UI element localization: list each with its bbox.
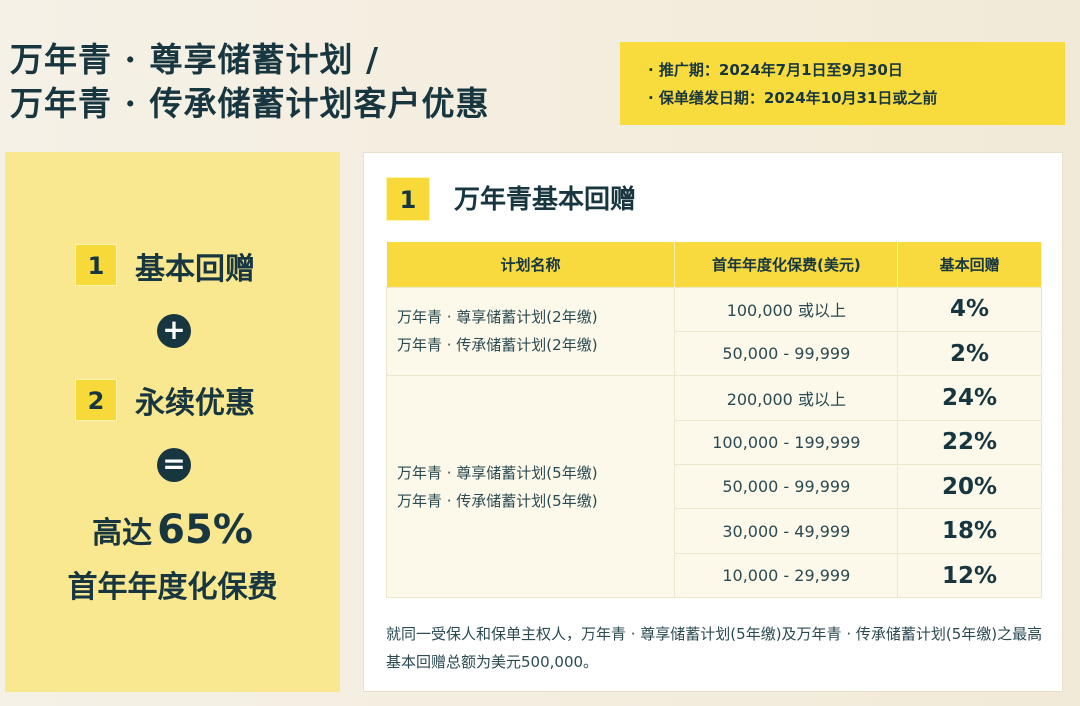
page-title: 万年青 · 尊享储蓄计划 / 万年青 · 传承储蓄计划客户优惠: [10, 38, 489, 126]
table-row: 10,000 - 29,999 12%: [387, 552, 1042, 599]
plan-name-cell: 万年青 · 尊享储蓄计划(2年缴) 万年青 · 传承储蓄计划(2年缴): [385, 286, 676, 377]
issue-date: · 保单缮发日期：2024年10月31日或之前: [648, 89, 938, 107]
rebate-cell: 22%: [897, 419, 1042, 466]
result-prefix: 高达: [92, 516, 153, 551]
step-2-label: 永续优惠: [135, 386, 255, 421]
premium-cell: 50,000 - 99,999: [674, 330, 899, 377]
step-1-label: 基本回赠: [135, 252, 255, 287]
plus-icon: +: [157, 314, 191, 348]
table-row: 50,000 - 99,999 20%: [387, 464, 1042, 510]
section-badge: 1: [386, 177, 430, 221]
plan-name: 万年青 · 传承储蓄计划(2年缴): [397, 336, 598, 355]
table-row: 50,000 - 99,999 2%: [387, 330, 1042, 377]
step-2-badge: 2: [75, 379, 117, 421]
premium-cell: 100,000 或以上: [674, 286, 899, 332]
rebate-cell: 4%: [897, 286, 1042, 332]
premium-cell: 200,000 或以上: [674, 375, 899, 421]
premium-cell: 30,000 - 49,999: [674, 508, 899, 554]
rebate-cell: 12%: [897, 552, 1042, 599]
result-line-2: 首年年度化保费: [67, 570, 278, 605]
rebate-cell: 20%: [897, 464, 1042, 510]
header-rebate: 基本回赠: [897, 242, 1042, 287]
table-row: 30,000 - 49,999 18%: [387, 508, 1042, 554]
rebate-cell: 24%: [897, 375, 1042, 421]
basic-rebate-card: 1 万年青基本回赠 计划名称 首年年度化保费(美元) 基本回赠 万年青 · 尊享…: [363, 152, 1063, 692]
premium-cell: 100,000 - 199,999: [674, 419, 899, 466]
premium-cell: 50,000 - 99,999: [674, 464, 899, 510]
plan-name: 万年青 · 尊享储蓄计划(2年缴): [397, 308, 598, 327]
plan-name: 万年青 · 尊享储蓄计划(5年缴): [397, 463, 598, 482]
rebate-table: 计划名称 首年年度化保费(美元) 基本回赠 万年青 · 尊享储蓄计划(2年缴) 万…: [385, 242, 1042, 599]
header-premium: 首年年度化保费(美元): [674, 242, 899, 287]
footnote: 就同一受保人和保单主权人，万年青 · 尊享储蓄计划(5年缴)及万年青 · 传承储…: [386, 625, 1043, 671]
table-row: 万年青 · 尊享储蓄计划(2年缴) 万年青 · 传承储蓄计划(2年缴) 100,00…: [385, 286, 1042, 377]
rebate-cell: 18%: [897, 508, 1042, 554]
result: 高达 65%: [5, 507, 340, 553]
promo-period-box: · 推广期：2024年7月1日至9月30日 · 保单缮发日期：2024年10月3…: [620, 42, 1065, 125]
title-line-2: 万年青 · 传承储蓄计划客户优惠: [10, 84, 490, 123]
step-1-badge: 1: [75, 244, 117, 286]
premium-cell: 10,000 - 29,999: [674, 552, 899, 599]
rebate-cell: 2%: [897, 330, 1042, 377]
summary-panel: 1 基本回赠 + 2 永续优惠 = 高达 65% 首年年度化保费: [5, 152, 340, 692]
equals-icon: =: [157, 448, 191, 482]
table-header: 计划名称 首年年度化保费(美元) 基本回赠: [386, 242, 1042, 287]
table-row: 100,000 - 199,999 22%: [387, 419, 1042, 466]
section-title: 万年青基本回赠: [454, 185, 637, 215]
table-row: 万年青 · 尊享储蓄计划(5年缴) 万年青 · 传承储蓄计划(5年缴) 200,00…: [385, 375, 1042, 599]
header-plan: 计划名称: [386, 242, 676, 287]
promo-period: · 推广期：2024年7月1日至9月30日: [648, 61, 903, 79]
title-line-1: 万年青 · 尊享储蓄计划 /: [10, 40, 380, 79]
result-value: 65%: [157, 507, 253, 553]
plan-name-cell: 万年青 · 尊享储蓄计划(5年缴) 万年青 · 传承储蓄计划(5年缴): [385, 375, 676, 599]
plan-name: 万年青 · 传承储蓄计划(5年缴): [397, 491, 598, 510]
